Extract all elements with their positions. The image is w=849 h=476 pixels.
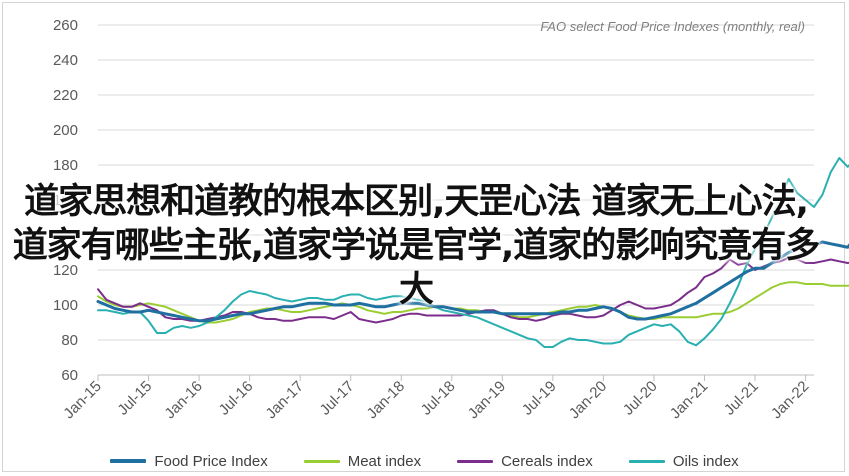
- x-tick-label: Jul-15: [114, 378, 155, 419]
- series-line-meat-index: [97, 281, 849, 324]
- legend-label: Cereals index: [501, 452, 593, 470]
- chart-title: FAO select Food Price Indexes (monthly, …: [540, 19, 805, 34]
- legend-label: Food Price Index: [154, 452, 268, 470]
- series-line-food-price-index: [96, 240, 849, 323]
- legend-item-meat-index: Meat index: [303, 452, 422, 470]
- x-axis-tick-labels: Jan-15 Jul-15 Jan-16 Jul-16 Jan-17 Jul-17 Jan-…: [60, 378, 812, 422]
- y-tick-label: 80: [61, 332, 78, 349]
- x-tick-label: Jan-15: [60, 378, 104, 422]
- x-tick-label: Jan-18: [364, 378, 408, 422]
- y-axis-tick-labels: 60 80 100 120 140 160 180 200 220 240 260: [53, 17, 78, 384]
- series-line-cereals-index: [97, 256, 849, 324]
- x-tick-label: Jul-19: [519, 378, 560, 419]
- legend-swatch: [628, 459, 665, 463]
- legend-swatch: [457, 459, 494, 463]
- x-tick-label: Jul-20: [620, 378, 661, 419]
- x-tick-label: Jan-16: [161, 378, 205, 422]
- axes: [97, 374, 814, 381]
- x-tick-label: Jan-20: [566, 378, 610, 422]
- y-tick-label: 140: [53, 227, 78, 244]
- x-tick-label: Jul-21: [721, 378, 762, 419]
- y-tick-label: 120: [53, 262, 78, 279]
- legend-item-food-price-index: Food Price Index: [110, 452, 268, 470]
- y-tick-label: 260: [53, 17, 78, 34]
- y-tick-label: 60: [61, 367, 78, 384]
- x-tick-label: Jul-17: [317, 378, 358, 419]
- y-tick-label: 160: [53, 192, 78, 209]
- legend-label: Oils index: [672, 452, 739, 470]
- chart-legend: Food Price Index Meat index Cereals inde…: [0, 450, 849, 472]
- x-tick-label: Jan-21: [667, 378, 711, 422]
- legend-item-oils-index: Oils index: [628, 452, 739, 470]
- legend-swatch: [303, 459, 340, 463]
- legend-label: Meat index: [347, 452, 422, 470]
- x-tick-label: Jul-16: [216, 378, 257, 419]
- x-tick-label: Jan-17: [263, 378, 307, 422]
- x-tick-label: Jan-19: [465, 378, 509, 422]
- y-tick-label: 100: [53, 297, 78, 314]
- y-tick-label: 240: [53, 52, 78, 69]
- y-tick-label: 200: [53, 122, 78, 139]
- legend-item-cereals-index: Cereals index: [457, 453, 593, 470]
- series-line-oils-index: [97, 157, 849, 348]
- y-tick-label: 220: [53, 87, 78, 104]
- legend-swatch: [110, 459, 147, 463]
- x-tick-label: Jul-18: [418, 378, 459, 419]
- y-tick-label: 180: [53, 157, 78, 174]
- series-lines: [96, 157, 849, 348]
- x-tick-label: Jan-22: [768, 378, 812, 422]
